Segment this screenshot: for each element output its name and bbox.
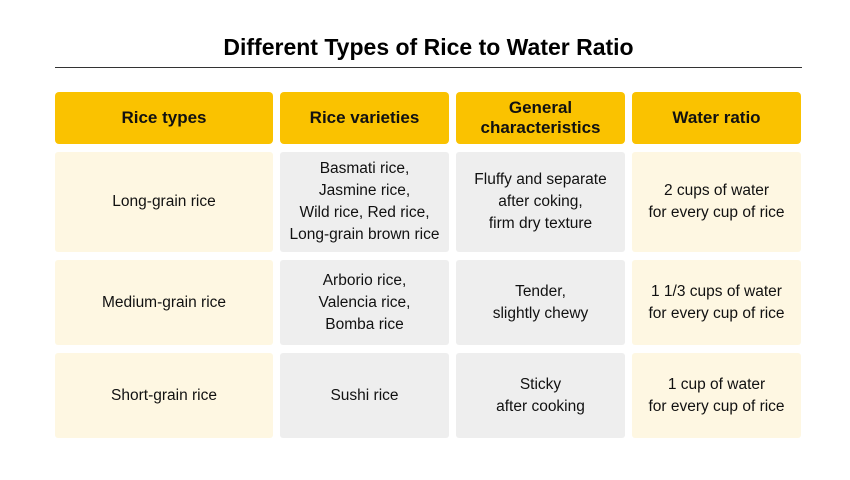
cell-characteristics: Fluffy and separate after coking, firm d… [456,152,625,252]
cell-water-ratio: 1 cup of water for every cup of rice [632,353,801,438]
cell-rice-type: Long-grain rice [55,152,273,252]
page-title: Different Types of Rice to Water Ratio [223,34,634,60]
header-rice-types: Rice types [55,92,273,144]
cell-rice-type: Medium-grain rice [55,260,273,345]
cell-rice-varieties: Basmati rice, Jasmine rice, Wild rice, R… [280,152,449,252]
cell-characteristics: Tender, slightly chewy [456,260,625,345]
title-divider [55,67,802,68]
header-water-ratio: Water ratio [632,92,801,144]
cell-rice-varieties: Arborio rice, Valencia rice, Bomba rice [280,260,449,345]
header-rice-varieties: Rice varieties [280,92,449,144]
cell-water-ratio: 2 cups of water for every cup of rice [632,152,801,252]
cell-rice-type: Short-grain rice [55,353,273,438]
cell-water-ratio: 1 1/3 cups of water for every cup of ric… [632,260,801,345]
cell-rice-varieties: Sushi rice [280,353,449,438]
rice-ratio-table: Rice types Rice varieties General charac… [55,92,802,438]
header-general-characteristics: General characteristics [456,92,625,144]
cell-characteristics: Sticky after cooking [456,353,625,438]
